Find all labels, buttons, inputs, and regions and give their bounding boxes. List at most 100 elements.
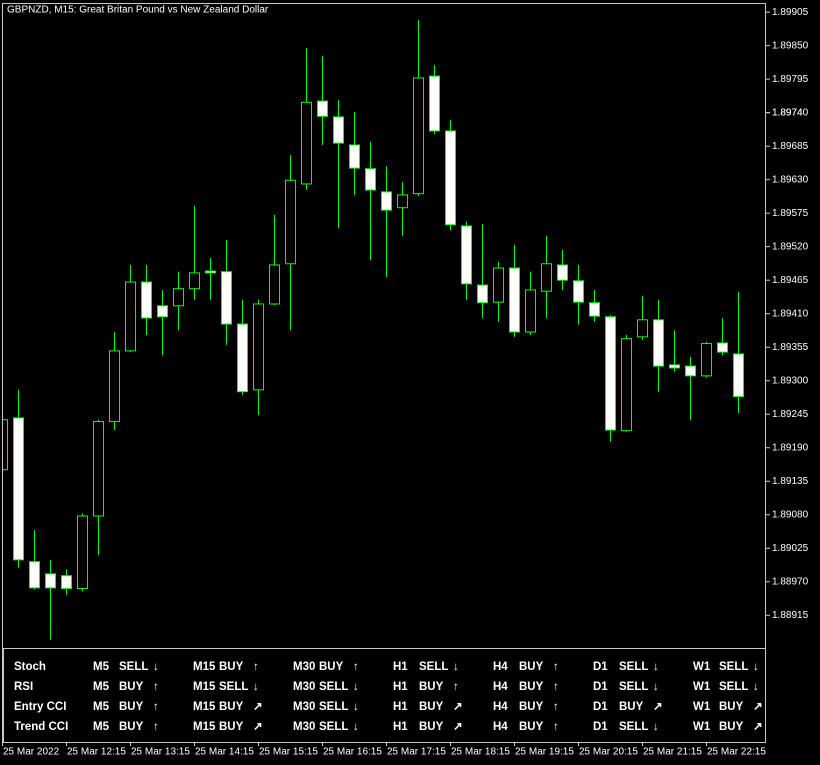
x-tick-label: 25 Mar 19:15: [515, 747, 574, 758]
bear-body: [557, 264, 568, 281]
row-label: Stoch: [14, 661, 46, 673]
x-tick-label: 25 Mar 22:15: [707, 747, 766, 758]
timeframe: M30: [293, 681, 315, 693]
timeframe: W1: [693, 681, 711, 693]
x-tick-label: 25 Mar 20:15: [579, 747, 638, 758]
signal: SELL: [719, 661, 748, 673]
y-tick-label: 1.89740: [772, 107, 809, 118]
signal: SELL: [619, 681, 648, 693]
arrow: ↑: [153, 721, 159, 733]
timeframe: M15: [193, 701, 216, 713]
arrow: ↑: [153, 701, 159, 713]
bull-body: [621, 338, 632, 432]
bear-body: [653, 319, 664, 367]
arrow: ↗: [653, 701, 663, 713]
arrow: ↑: [553, 701, 559, 713]
y-tick-label: 1.89630: [772, 174, 809, 185]
timeframe: W1: [693, 661, 711, 673]
signal: BUY: [419, 721, 444, 733]
y-tick-label: 1.89685: [772, 141, 809, 152]
signal: SELL: [719, 681, 748, 693]
timeframe: H4: [493, 721, 508, 733]
arrow: ↓: [653, 681, 659, 693]
bear-body: [717, 342, 728, 353]
y-tick-label: 1.89465: [772, 275, 809, 286]
bull-body: [189, 272, 200, 290]
timeframe: H1: [393, 681, 408, 693]
bear-body: [349, 144, 360, 169]
signal: BUY: [519, 661, 544, 673]
signal: BUY: [119, 681, 144, 693]
timeframe: M30: [293, 661, 315, 673]
y-tick-label: 1.89080: [772, 509, 809, 520]
signal: BUY: [219, 661, 244, 673]
bull-body: [285, 179, 296, 265]
arrow: ↓: [353, 721, 359, 733]
arrow: ↑: [553, 721, 559, 733]
timeframe: H1: [393, 661, 408, 673]
y-tick-label: 1.89190: [772, 442, 809, 453]
y-tick-label: 1.89575: [772, 208, 809, 219]
timeframe: W1: [693, 721, 711, 733]
x-tick-label: 25 Mar 14:15: [195, 747, 254, 758]
bear-body: [733, 353, 744, 398]
timeframe: M5: [93, 721, 110, 733]
timeframe: H4: [493, 681, 508, 693]
timeframe: D1: [593, 681, 608, 693]
bear-body: [141, 281, 152, 319]
arrow: ↑: [353, 661, 359, 673]
x-tick-label: 25 Mar 2022: [3, 747, 60, 758]
bull-body: [637, 319, 648, 338]
arrow: ↗: [753, 701, 763, 713]
timeframe: H4: [493, 701, 508, 713]
row-label: Entry CCI: [14, 701, 66, 713]
bull-body: [397, 194, 408, 209]
bear-body: [61, 575, 72, 589]
y-tick-label: 1.89520: [772, 241, 809, 252]
bear-body: [477, 284, 488, 304]
chart-title: GBPNZD, M15: Great Britan Pound vs New Z…: [7, 5, 269, 16]
row-label: Trend CCI: [14, 721, 68, 733]
candles: [3, 20, 744, 640]
x-tick-label: 25 Mar 15:15: [259, 747, 318, 758]
signal: SELL: [619, 721, 648, 733]
signal: BUY: [719, 701, 744, 713]
bear-body: [157, 305, 168, 318]
arrow: ↑: [153, 681, 159, 693]
arrow: ↓: [653, 721, 659, 733]
bear-body: [237, 323, 248, 393]
bull-body: [541, 263, 552, 292]
bull-body: [301, 101, 312, 185]
arrow: ↓: [453, 661, 459, 673]
bear-body: [317, 100, 328, 117]
timeframe: M15: [193, 721, 216, 733]
arrow: ↓: [753, 661, 759, 673]
arrow: ↓: [753, 681, 759, 693]
signal: BUY: [319, 661, 344, 673]
arrow: ↑: [553, 681, 559, 693]
signal: SELL: [419, 661, 448, 673]
timeframe: M5: [93, 661, 110, 673]
arrow: ↗: [453, 721, 463, 733]
timeframe: M15: [193, 681, 216, 693]
y-tick-label: 1.89795: [772, 74, 809, 85]
signal: BUY: [419, 681, 444, 693]
timeframe: M5: [93, 701, 110, 713]
bull-body: [413, 77, 424, 195]
signal: BUY: [419, 701, 444, 713]
signal: BUY: [719, 721, 744, 733]
bull-body: [93, 421, 104, 517]
y-tick-label: 1.89245: [772, 409, 809, 420]
arrow: ↓: [153, 661, 159, 673]
timeframe: M30: [293, 701, 315, 713]
bear-body: [445, 130, 456, 226]
timeframe: M15: [193, 661, 216, 673]
x-tick-label: 25 Mar 16:15: [323, 747, 382, 758]
arrow: ↗: [453, 701, 463, 713]
bear-body: [29, 561, 40, 589]
signal: BUY: [619, 701, 644, 713]
signal: BUY: [519, 681, 544, 693]
bear-body: [573, 280, 584, 303]
signal: SELL: [219, 681, 248, 693]
y-tick-label: 1.88915: [772, 610, 809, 621]
